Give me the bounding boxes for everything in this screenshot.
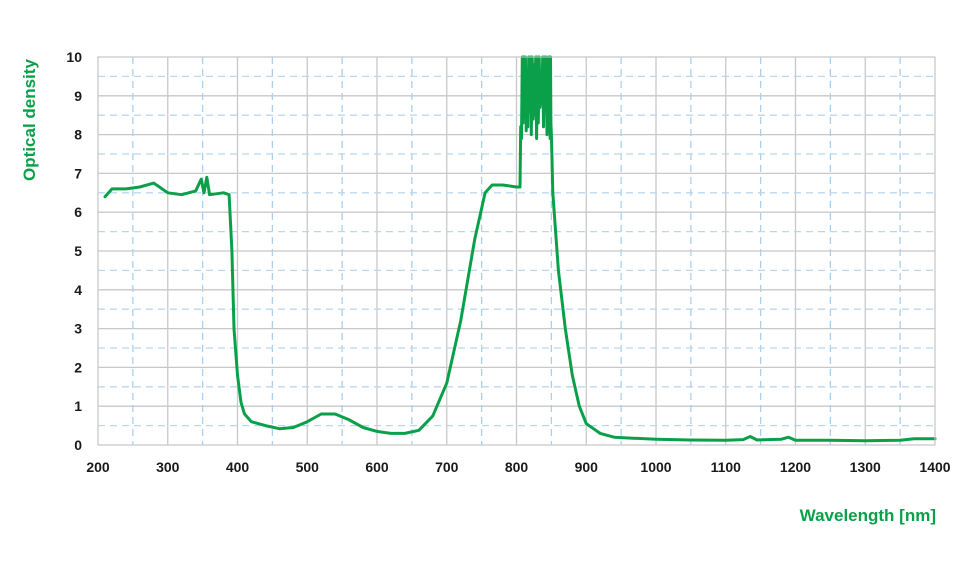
x-tick-label: 600 [365, 459, 389, 475]
y-tick-label: 5 [74, 243, 82, 259]
x-tick-label: 900 [575, 459, 599, 475]
x-tick-label: 300 [156, 459, 180, 475]
x-tick-label: 800 [505, 459, 529, 475]
x-axis-label: Wavelength [nm] [799, 506, 936, 525]
grid [97, 56, 936, 446]
x-tick-label: 1000 [640, 459, 671, 475]
x-tick-label: 400 [226, 459, 250, 475]
y-tick-label: 6 [74, 204, 82, 220]
x-tick-label: 1400 [919, 459, 950, 475]
x-tick-label: 500 [296, 459, 320, 475]
y-axis-ticks: 0 1 2 3 4 5 6 7 8 9 10 [66, 49, 82, 453]
y-tick-label: 0 [74, 437, 82, 453]
x-axis-ticks: 200 300 400 500 600 700 800 900 1000 1100 1200 1300… [86, 459, 950, 475]
x-tick-label: 700 [435, 459, 459, 475]
y-tick-label: 9 [74, 88, 82, 104]
y-tick-label: 7 [74, 165, 82, 181]
x-tick-label: 1100 [711, 459, 742, 475]
x-tick-label: 1300 [850, 459, 881, 475]
y-tick-label: 10 [66, 49, 82, 65]
y-tick-label: 1 [74, 398, 82, 414]
y-tick-label: 2 [74, 359, 82, 375]
x-tick-label: 1200 [780, 459, 811, 475]
plot-border [97, 56, 936, 446]
y-axis-label: Optical density [20, 59, 39, 181]
y-tick-label: 3 [74, 321, 82, 337]
x-tick-label: 200 [86, 459, 110, 475]
y-tick-label: 8 [74, 127, 82, 143]
y-tick-label: 4 [74, 282, 82, 298]
